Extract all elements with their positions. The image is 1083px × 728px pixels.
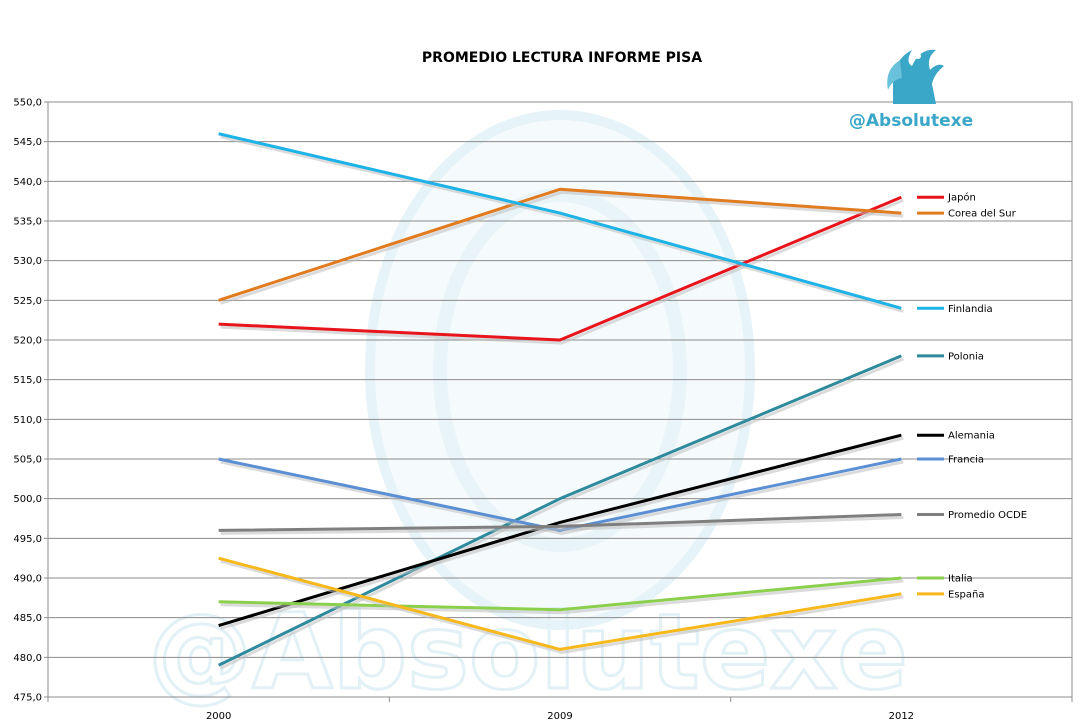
- series-shadow: [220, 357, 904, 670]
- x-tick-label: 2000: [206, 711, 231, 722]
- series-line: [218, 576, 902, 612]
- legend-label: Japón: [947, 192, 976, 204]
- legend-entry: Japón: [917, 192, 976, 204]
- legend-label: Francia: [948, 455, 984, 466]
- series-shadow: [220, 579, 904, 615]
- chart-title: PROMEDIO LECTURA INFORME PISA: [422, 50, 702, 66]
- legend-label: Italia: [948, 574, 973, 585]
- y-tick-label: 505,0: [13, 455, 42, 466]
- y-tick-label: 530,0: [13, 256, 42, 267]
- y-tick-label: 535,0: [13, 217, 42, 228]
- series-shadow: [220, 198, 904, 345]
- y-tick-label: 545,0: [13, 137, 42, 148]
- legend-label: Polonia: [948, 351, 984, 362]
- y-tick-label: 495,0: [13, 534, 42, 545]
- series-shadow: [220, 135, 904, 313]
- y-tick-label: 475,0: [13, 693, 42, 704]
- y-tick-label: 480,0: [13, 653, 42, 664]
- legend-label: Corea del Sur: [948, 209, 1017, 220]
- series-promedio-ocde: [218, 513, 904, 535]
- legend-label: España: [948, 589, 984, 600]
- series-finlandia: [218, 132, 904, 313]
- y-tick-label: 485,0: [13, 613, 42, 624]
- series-corea-del-sur: [218, 187, 904, 305]
- series-shadow: [220, 516, 904, 535]
- y-axis-ticks: 475,0 480,0 485,0 490,0 495,0 500,0 505,0 510,0…: [13, 98, 48, 704]
- y-tick-label: 500,0: [13, 494, 42, 505]
- series-italia: [218, 576, 904, 615]
- y-tick-label: 540,0: [13, 177, 42, 188]
- legend-entry: Finlandia: [917, 304, 993, 315]
- legend-entry: Promedio OCDE: [917, 510, 1027, 521]
- x-tick-label: 2012: [889, 711, 914, 722]
- legend-entry: Francia: [917, 455, 984, 466]
- legend-entry: Italia: [917, 574, 973, 585]
- griffin-icon: [887, 49, 944, 104]
- series-line: [218, 556, 902, 651]
- series-shadow: [220, 559, 904, 654]
- y-tick-label: 520,0: [13, 336, 42, 347]
- series-polonia: [218, 354, 904, 670]
- series-shadow: [220, 460, 904, 535]
- legend-label: Alemania: [948, 431, 995, 442]
- legend-label: Promedio OCDE: [948, 510, 1027, 521]
- legend-entry: España: [917, 589, 984, 600]
- y-tick-label: 525,0: [13, 296, 42, 307]
- watermark-emblem-inner: [433, 188, 687, 552]
- legend: Japón Corea del Sur Finlandia Polonia Aleman…: [917, 192, 1027, 600]
- y-tick-label: 515,0: [13, 375, 42, 386]
- x-axis-ticks: 2000 2009 2012: [47, 697, 1073, 722]
- series-line: [218, 195, 902, 342]
- brand-handle: @Absolutexe: [849, 111, 973, 131]
- y-tick-label: 490,0: [13, 574, 42, 585]
- series-españa: [218, 556, 904, 654]
- legend-entry: Corea del Sur: [917, 209, 1017, 220]
- series-layer: [218, 132, 904, 670]
- series-line: [218, 513, 902, 532]
- series-line: [218, 187, 902, 302]
- series-shadow: [220, 190, 904, 305]
- series-line: [218, 354, 902, 667]
- legend-label: Finlandia: [948, 304, 993, 315]
- y-tick-label: 550,0: [13, 98, 42, 109]
- x-tick-label: 2009: [547, 711, 572, 722]
- series-japón: [218, 195, 904, 345]
- legend-entry: Polonia: [917, 351, 984, 362]
- legend-entry: Alemania: [917, 431, 995, 442]
- series-line: [218, 132, 902, 310]
- y-tick-label: 510,0: [13, 415, 42, 426]
